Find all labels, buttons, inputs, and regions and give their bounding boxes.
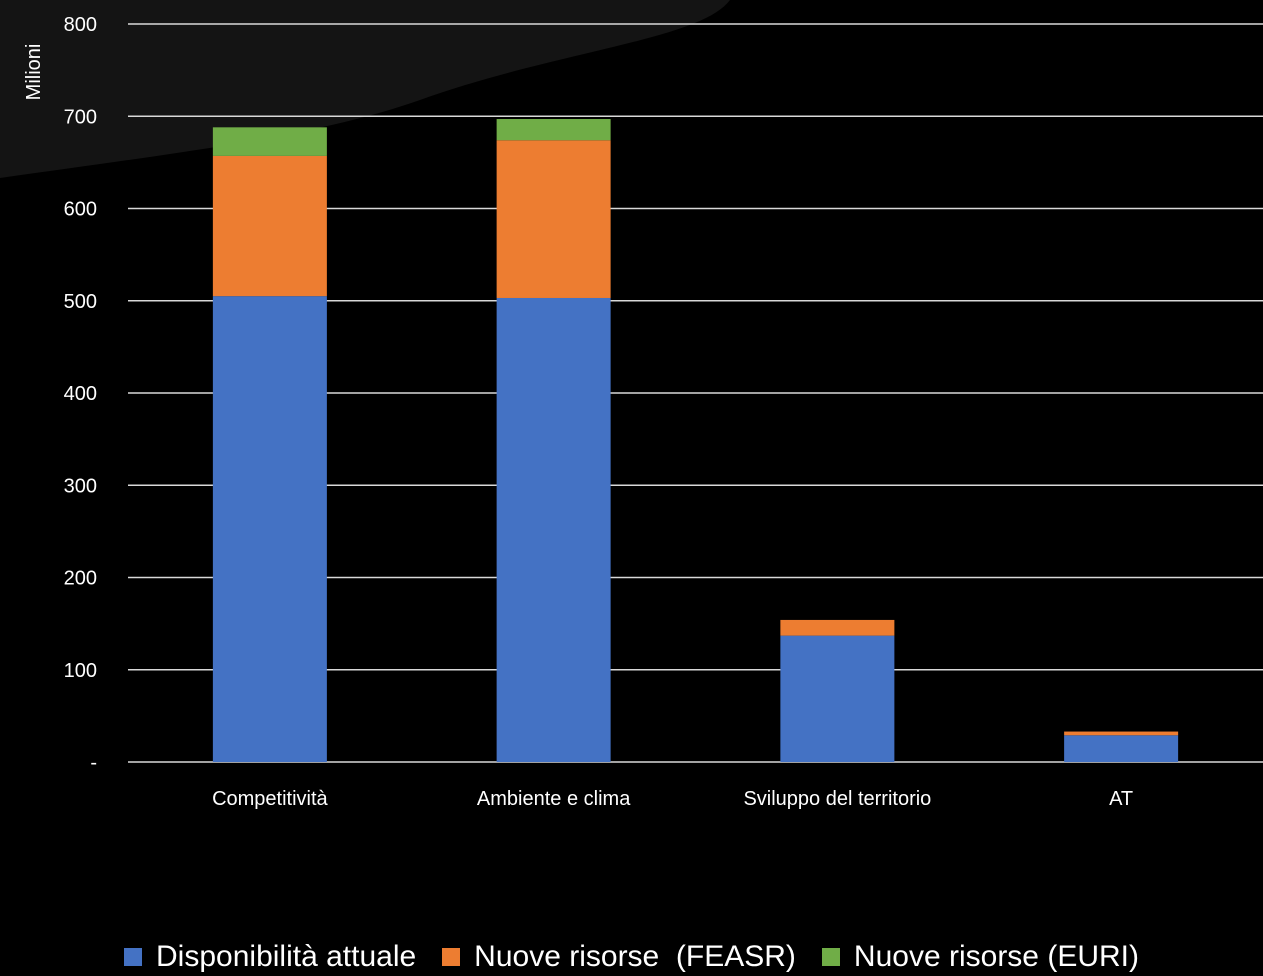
x-tick-label: Sviluppo del territorio bbox=[743, 788, 931, 810]
bars bbox=[212, 119, 1179, 762]
legend-swatch-nuove-risorse-euri bbox=[821, 948, 840, 966]
y-tick-label: 400 bbox=[64, 383, 97, 405]
bar-at-nuove-risorse-feasr bbox=[1064, 731, 1179, 736]
bar-sviluppo-del-territorio-nuove-risorse-feasr bbox=[780, 619, 895, 636]
bar-at-disponibilita-attuale bbox=[1064, 735, 1179, 762]
legend-label-nuove-risorse-feasr: Nuove risorse (FEASR) bbox=[474, 940, 796, 973]
background-texture bbox=[0, 0, 730, 178]
bar-competitivita-nuove-risorse-euri bbox=[212, 127, 327, 156]
x-tick-label: Ambiente e clima bbox=[477, 788, 631, 810]
legend-swatch-nuove-risorse-feasr bbox=[442, 948, 461, 966]
y-tick-label: 500 bbox=[64, 291, 97, 313]
y-tick-label: 300 bbox=[64, 475, 97, 497]
y-tick-label: 600 bbox=[64, 199, 97, 221]
x-tick-label: AT bbox=[1109, 788, 1133, 810]
legend-label-nuove-risorse-euri: Nuove risorse (EURI) bbox=[853, 940, 1139, 973]
legend: Disponibilità attuale Nuove risorse (FEA… bbox=[0, 938, 1263, 976]
legend-item-disponibilita-attuale: Disponibilità attuale bbox=[124, 940, 416, 974]
legend-swatch-disponibilita-attuale bbox=[124, 948, 143, 966]
y-tick-label: - bbox=[90, 752, 97, 774]
bar-sviluppo-del-territorio-disponibilita-attuale bbox=[780, 635, 895, 762]
legend-label-disponibilita-attuale: Disponibilità attuale bbox=[156, 940, 417, 973]
bar-ambiente-e-clima-disponibilita-attuale bbox=[496, 297, 611, 762]
y-tick-label: 200 bbox=[64, 568, 97, 590]
x-tick-label: Competitività bbox=[212, 788, 328, 810]
bar-ambiente-e-clima-nuove-risorse-feasr bbox=[496, 140, 611, 298]
y-tick-label: 700 bbox=[64, 106, 97, 128]
y-tick-label: 100 bbox=[64, 660, 97, 682]
y-axis-label: Milioni bbox=[23, 44, 45, 101]
bar-ambiente-e-clima-nuove-risorse-euri bbox=[496, 119, 611, 141]
x-tick-labels: Competitività Ambiente e clima Sviluppo de… bbox=[212, 788, 1133, 810]
legend-item-nuove-risorse-feasr: Nuove risorse (FEASR) bbox=[442, 940, 796, 974]
y-tick-labels: - 100 200 300 400 500 600 700 800 bbox=[64, 14, 97, 774]
legend-item-nuove-risorse-euri: Nuove risorse (EURI) bbox=[821, 940, 1139, 974]
y-tick-label: 800 bbox=[64, 14, 97, 36]
bar-competitivita-disponibilita-attuale bbox=[212, 296, 327, 762]
bar-competitivita-nuove-risorse-feasr bbox=[212, 155, 327, 297]
